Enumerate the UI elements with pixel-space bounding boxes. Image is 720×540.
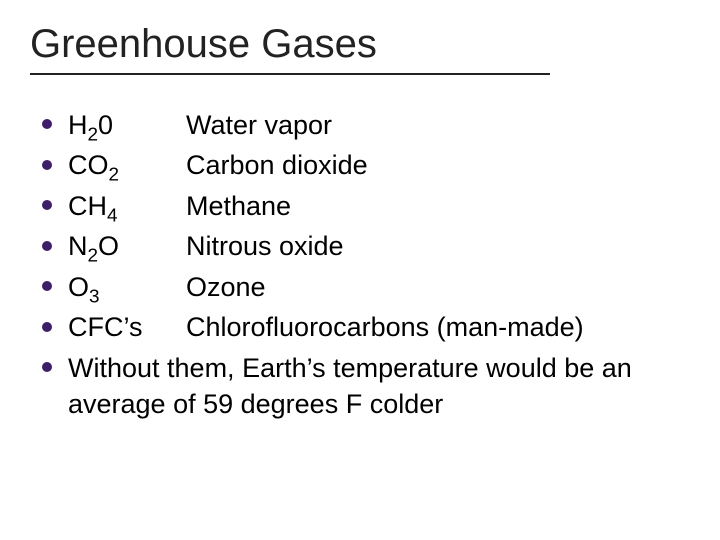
list-item-closing: Without them, Earth’s temperature would … bbox=[68, 350, 690, 423]
list-item: N2ONitrous oxide bbox=[68, 228, 690, 264]
formula-main: CFC’s bbox=[68, 312, 143, 342]
formula: H20 bbox=[68, 107, 186, 143]
formula: N2O bbox=[68, 228, 186, 264]
item-desc: Carbon dioxide bbox=[186, 150, 368, 180]
list-item: CH4Methane bbox=[68, 188, 690, 224]
list-item: H20Water vapor bbox=[68, 107, 690, 143]
slide-title: Greenhouse Gases bbox=[30, 22, 690, 73]
formula-main: N bbox=[68, 231, 88, 261]
item-desc: Ozone bbox=[186, 272, 266, 302]
formula: CO2 bbox=[68, 147, 186, 183]
formula-tail: O bbox=[98, 231, 119, 261]
title-underline bbox=[30, 73, 550, 75]
formula: O3 bbox=[68, 269, 186, 305]
item-desc: Methane bbox=[186, 191, 291, 221]
formula-main: CH bbox=[68, 191, 107, 221]
formula-main: O bbox=[68, 272, 89, 302]
formula-main: H bbox=[68, 110, 88, 140]
list-item: CFC’s Chlorofluorocarbons (man-made) bbox=[68, 309, 690, 345]
formula-sub: 4 bbox=[107, 205, 118, 226]
list-item: CO2Carbon dioxide bbox=[68, 147, 690, 183]
item-desc: Water vapor bbox=[186, 110, 332, 140]
item-desc: Nitrous oxide bbox=[186, 231, 344, 261]
bullet-list: H20Water vapor CO2Carbon dioxide CH4Meth… bbox=[30, 107, 690, 423]
formula-sub: 2 bbox=[88, 246, 99, 267]
item-desc: Chlorofluorocarbons (man-made) bbox=[186, 312, 584, 342]
formula-sub: 2 bbox=[109, 165, 120, 186]
list-item: O3Ozone bbox=[68, 269, 690, 305]
formula-sub: 2 bbox=[88, 124, 99, 145]
formula-sub: 3 bbox=[89, 286, 100, 307]
slide: Greenhouse Gases H20Water vapor CO2Carbo… bbox=[0, 0, 720, 540]
formula-tail: 0 bbox=[98, 110, 113, 140]
formula: CFC’s bbox=[68, 309, 186, 345]
formula-main: CO bbox=[68, 150, 109, 180]
formula: CH4 bbox=[68, 188, 186, 224]
